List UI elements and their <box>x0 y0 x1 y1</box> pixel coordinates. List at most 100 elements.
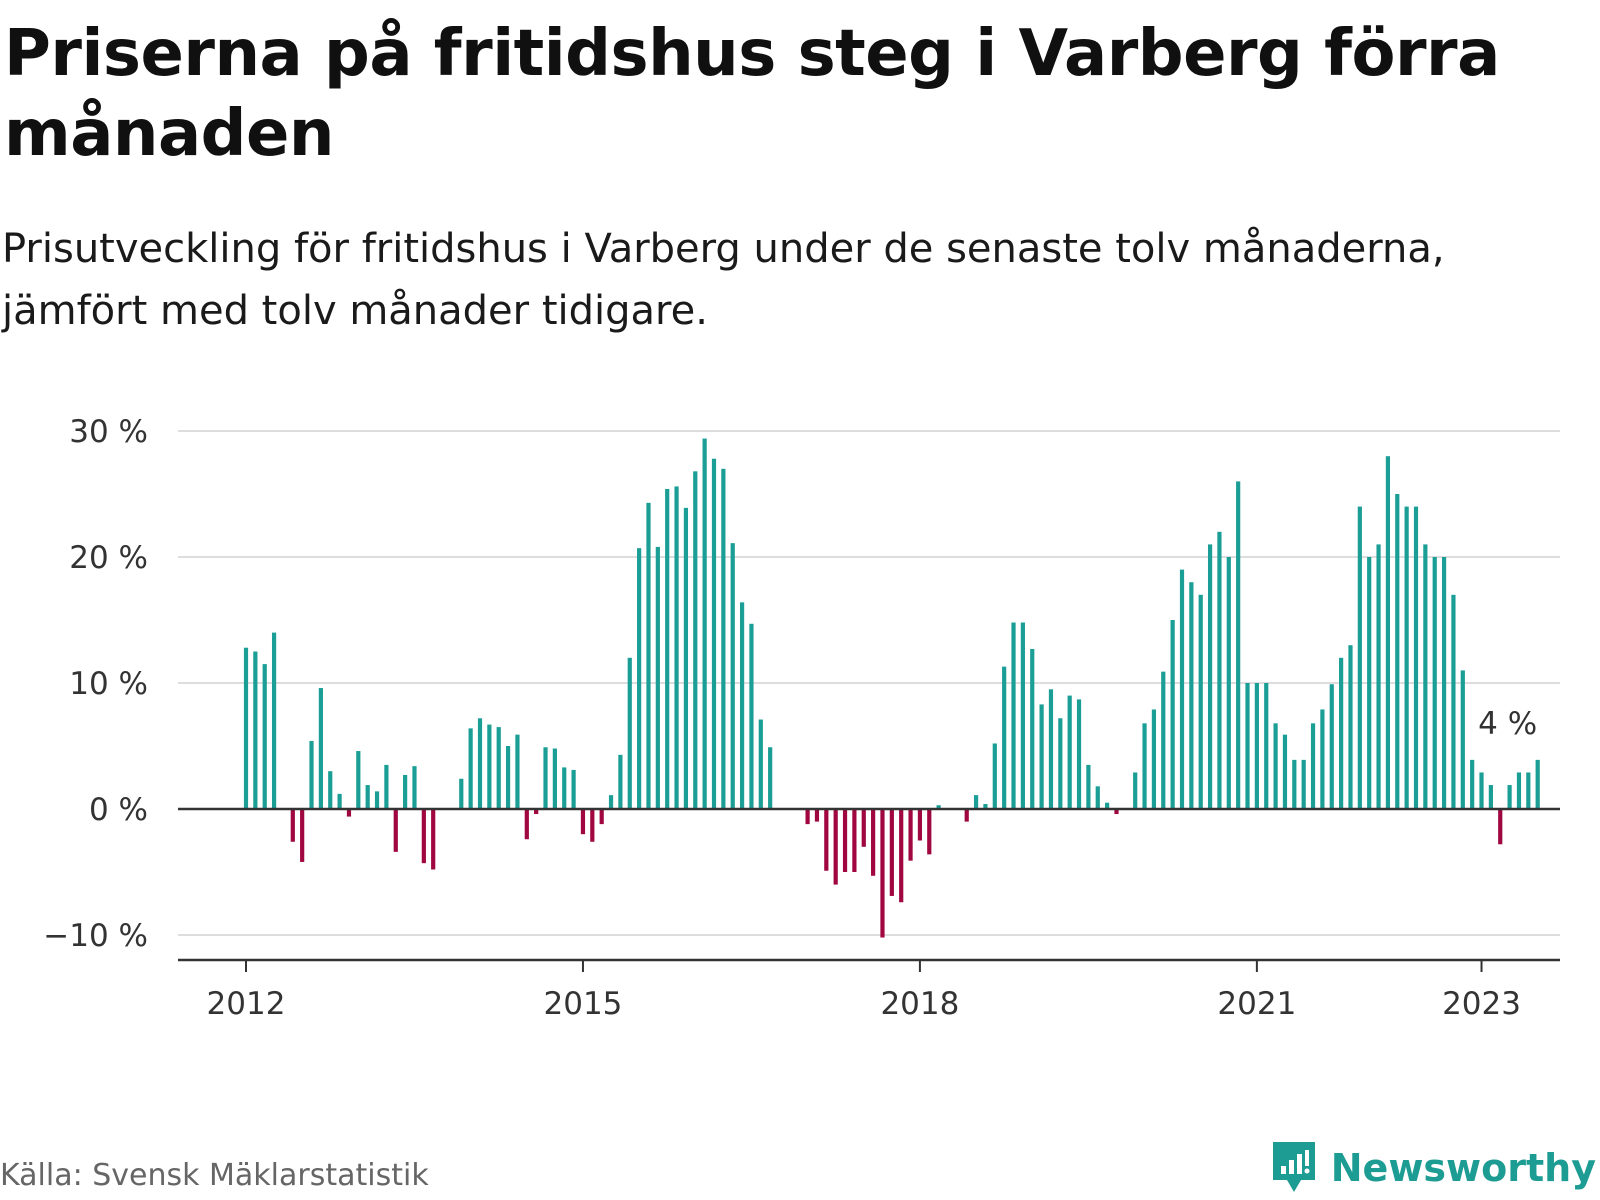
bar <box>1413 506 1419 809</box>
bar <box>992 743 997 809</box>
bar <box>824 809 829 871</box>
bar <box>1535 759 1540 809</box>
bar <box>899 809 904 903</box>
bar <box>374 791 380 809</box>
bar <box>1320 709 1325 809</box>
bar <box>328 771 333 809</box>
bar <box>300 809 305 862</box>
bar <box>1114 809 1119 815</box>
bar <box>1479 772 1484 809</box>
bar <box>1516 772 1522 809</box>
bar <box>871 809 876 876</box>
bar <box>861 809 866 847</box>
bar <box>243 647 249 809</box>
bar <box>515 734 520 809</box>
bar <box>1011 622 1016 809</box>
chart-title: Priserna på fritidshus steg i Varberg fö… <box>4 17 1500 171</box>
bar <box>702 438 707 809</box>
bar <box>1329 684 1334 809</box>
bar <box>571 769 576 809</box>
annotations: 4 % <box>1478 706 1537 742</box>
bar <box>655 546 660 809</box>
bar <box>1048 689 1054 809</box>
bar <box>1254 683 1259 809</box>
bar <box>543 747 548 809</box>
last-value-label: 4 % <box>1478 706 1537 742</box>
brand-logo: Newsworthy <box>1269 1138 1596 1198</box>
axes <box>178 807 1560 962</box>
bar <box>524 809 529 840</box>
bar <box>356 751 361 809</box>
bar <box>1432 557 1437 809</box>
bar <box>1076 699 1082 809</box>
bar <box>1207 544 1213 809</box>
bar <box>908 809 913 861</box>
bar <box>1142 723 1147 809</box>
bar <box>749 623 754 809</box>
bar <box>590 809 595 842</box>
x-tick-label: 2023 <box>1442 986 1521 1020</box>
bar <box>1423 544 1428 809</box>
bar <box>768 747 773 809</box>
x-tick-label: 2012 <box>207 986 286 1020</box>
bar <box>346 809 352 817</box>
bar <box>1376 544 1381 809</box>
bar <box>1095 786 1100 809</box>
bar <box>365 785 370 809</box>
bar <box>973 795 979 809</box>
bar <box>562 767 567 809</box>
bar <box>805 809 810 825</box>
bar <box>1395 494 1400 809</box>
bar <box>459 778 464 809</box>
bar <box>608 795 614 809</box>
bar <box>1245 683 1250 809</box>
newsworthy-logo-icon <box>1272 1142 1315 1192</box>
y-tick-label: −10 % <box>43 918 148 954</box>
bar <box>262 664 267 809</box>
bar <box>477 718 483 809</box>
bar <box>421 809 426 864</box>
bar <box>1086 764 1091 809</box>
bar <box>730 543 735 809</box>
bar <box>1292 759 1297 809</box>
bar <box>431 809 436 870</box>
bar <box>983 803 988 809</box>
bar <box>1451 594 1456 809</box>
bar <box>1030 648 1035 809</box>
bar <box>1039 704 1044 809</box>
bar <box>693 471 698 809</box>
bar <box>1189 582 1194 809</box>
bar <box>1282 734 1288 809</box>
bar <box>1507 785 1512 809</box>
bar <box>403 774 408 809</box>
bar <box>889 809 894 896</box>
bar <box>1404 506 1409 809</box>
bar <box>505 746 511 809</box>
bar <box>758 719 763 809</box>
bar-chart: 30 % 20 % 10 % 0 % −10 % 2012 2015 2018 2021 202… <box>43 414 1560 1020</box>
bar <box>393 809 398 852</box>
bar <box>1348 645 1353 809</box>
x-tick-label: 2021 <box>1217 986 1296 1020</box>
bar <box>880 809 885 938</box>
chart-subtitle: Prisutveckling för fritidshus i Varberg … <box>2 226 1445 334</box>
bar <box>739 602 745 809</box>
bar <box>412 766 417 809</box>
x-tick-label: 2018 <box>880 986 959 1020</box>
bar <box>833 809 838 885</box>
bar <box>1460 670 1465 809</box>
bar <box>618 754 623 809</box>
bar <box>384 764 389 809</box>
bar <box>290 809 295 842</box>
bar <box>1161 671 1166 809</box>
bar <box>599 809 604 825</box>
bar <box>1526 772 1531 809</box>
x-axis-labels: 2012 2015 2018 2021 2023 <box>207 960 1521 1020</box>
bar <box>1488 785 1493 809</box>
bar <box>337 793 342 809</box>
bar <box>1226 557 1231 809</box>
bar <box>1367 557 1372 809</box>
bar <box>271 632 277 809</box>
bar <box>665 488 670 809</box>
bars <box>243 438 1540 938</box>
